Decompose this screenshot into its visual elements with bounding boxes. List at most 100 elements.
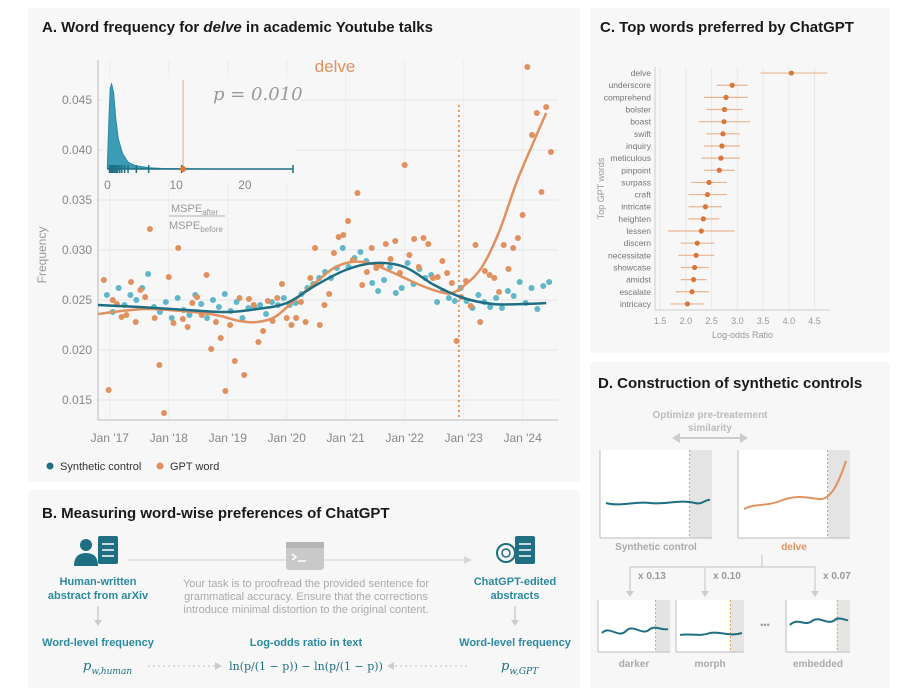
c-point	[693, 252, 699, 258]
c-word-label: meticulous	[610, 153, 651, 163]
gpt-point	[524, 64, 531, 70]
gpt-point	[156, 362, 163, 368]
c-point	[702, 204, 709, 210]
weight-label: x 0.07	[823, 571, 851, 582]
c-word-label: showcase	[613, 262, 651, 272]
synthetic-point	[210, 297, 216, 303]
gpt-point	[363, 269, 370, 275]
gpt-point	[203, 272, 210, 278]
gpt-point	[227, 322, 234, 328]
synthetic-point	[434, 299, 441, 305]
c-word-label: lessen	[626, 226, 651, 236]
gpt-point	[411, 236, 418, 242]
synthetic-point	[475, 292, 482, 298]
synthetic-point	[204, 315, 211, 321]
c-x-tick-label: 3.0	[731, 316, 744, 326]
y-axis-label: Frequency	[35, 227, 49, 284]
gpt-point	[467, 303, 474, 309]
gpt-point	[264, 298, 271, 304]
gpt-point	[123, 312, 130, 318]
word-frequency-chart: 0.015 0.020 0.025 0.030 0.035 0.040 0.045 Jan '…	[35, 57, 558, 473]
gpt-point	[335, 234, 342, 240]
panel-b	[28, 490, 580, 688]
c-point	[689, 289, 695, 295]
synthetic-point	[215, 304, 222, 310]
synthetic-point	[263, 311, 270, 317]
gpt-point	[137, 287, 144, 293]
gpt-point	[359, 282, 366, 288]
c-point	[788, 70, 794, 76]
x-tick-label: Jan '24	[503, 431, 542, 445]
synthetic-point	[510, 293, 517, 299]
gpt-point	[307, 275, 314, 281]
gpt-point	[345, 218, 352, 224]
synthetic-point	[168, 315, 175, 321]
gpt-point	[543, 104, 550, 110]
panel-a-title: A. Word frequency for delve in academic …	[42, 19, 433, 36]
synthetic-point	[540, 283, 547, 289]
prompt-terminal-icon	[286, 542, 324, 570]
y-tick-label: 0.045	[62, 93, 92, 107]
synthetic-point	[339, 245, 346, 251]
gpt-label-line1: ChatGPT-edited	[474, 576, 557, 588]
c-word-label: comprehend	[604, 92, 652, 102]
gpt-point	[245, 296, 252, 302]
synthetic-point	[257, 302, 264, 308]
x-tick-label: Jan '19	[209, 431, 248, 445]
gpt-point	[170, 320, 177, 326]
gpt-point	[161, 410, 168, 416]
ellipsis: •••	[760, 620, 769, 630]
gpt-point	[444, 270, 451, 276]
gpt-trend-line	[97, 112, 548, 324]
c-x-tick-label: 4.5	[808, 316, 821, 326]
word-preference-diagram: Human-written abstract from arXiv Your tas…	[42, 536, 572, 677]
c-point	[720, 131, 726, 137]
legend-synthetic-label: Synthetic control	[60, 461, 141, 473]
gpt-point	[260, 328, 267, 334]
c-word-label: discern	[624, 238, 652, 248]
c-word-label: escalate	[619, 287, 651, 297]
mspe-numerator: MSPEafter	[171, 203, 219, 217]
synthetic-point	[493, 295, 500, 301]
donor-box-darker	[597, 600, 670, 653]
legend-synthetic-marker	[46, 462, 54, 470]
y-tick-label: 0.035	[62, 193, 92, 207]
gpt-point	[208, 346, 215, 352]
c-point	[684, 301, 691, 307]
c-word-label: inquiry	[626, 141, 652, 151]
synthetic-point	[239, 315, 246, 321]
log-odds-label: Log-odds ratio in text	[250, 637, 363, 649]
gpt-point	[142, 294, 149, 300]
donor-box-morph	[675, 600, 744, 653]
y-tick-label: 0.025	[62, 293, 92, 307]
inset-x-tick: 0	[104, 178, 111, 192]
panel-d-title: D. Construction of synthetic controls	[598, 375, 863, 392]
synthetic-point	[357, 249, 364, 255]
gpt-point	[420, 235, 427, 241]
gpt-point	[368, 245, 375, 251]
gpt-point	[118, 314, 125, 320]
gpt-point	[496, 289, 503, 295]
c-word-label: craft	[634, 190, 651, 200]
donor-box-embedded	[785, 600, 850, 653]
donor-label: embedded	[793, 659, 843, 670]
c-point	[729, 82, 735, 88]
synthetic-point	[145, 271, 152, 277]
c-word-label: swift	[634, 129, 652, 139]
y-tick-label: 0.040	[62, 143, 92, 157]
synthetic-point	[445, 295, 452, 301]
synthetic-point	[198, 301, 205, 307]
gpt-point	[100, 277, 107, 283]
gpt-point	[175, 245, 182, 251]
gpt-point	[146, 226, 153, 232]
synthetic-point	[280, 295, 287, 301]
c-point	[718, 155, 724, 161]
mspe-denominator: MSPEbefore	[169, 220, 223, 234]
chatgpt-document-icon	[496, 536, 535, 564]
p-gpt: pw,GPT	[501, 659, 539, 677]
synthetic-control-label: Synthetic control	[615, 542, 697, 553]
c-point	[706, 179, 712, 186]
gpt-point	[293, 315, 300, 321]
p-human: pw,human	[83, 659, 132, 677]
gpt-point	[453, 338, 460, 344]
